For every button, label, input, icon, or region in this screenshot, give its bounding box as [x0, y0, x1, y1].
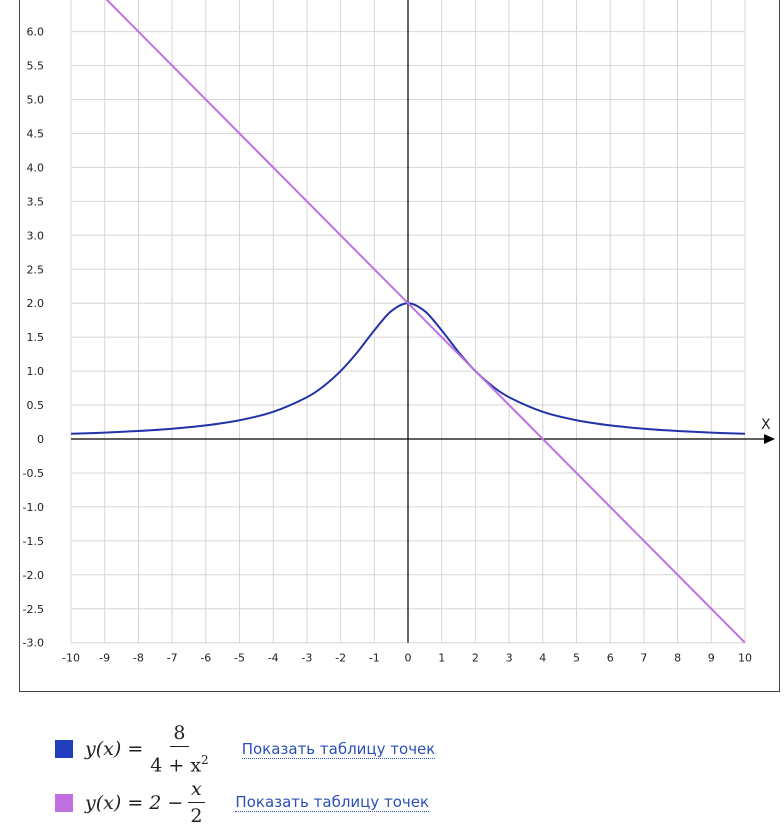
y-tick-label: -2.5 — [23, 603, 44, 616]
formula-2: y(x) = 2 − x 2 — [85, 778, 209, 827]
formula-1-numerator: 8 — [170, 722, 189, 747]
formula-1-lhs: y(x) = — [85, 738, 144, 761]
x-tick-label: -9 — [99, 652, 110, 665]
x-tick-label: -7 — [167, 652, 178, 665]
x-tick-label: 6 — [607, 652, 614, 665]
x-tick-label: 7 — [640, 652, 647, 665]
y-tick-label: 4.5 — [27, 127, 45, 140]
x-axis-label: X — [761, 417, 771, 433]
y-tick-label: -0.5 — [23, 467, 44, 480]
y-tick-label: 2.0 — [27, 297, 45, 310]
y-tick-label: -1.5 — [23, 535, 44, 548]
y-tick-label: 3.5 — [27, 195, 45, 208]
x-tick-label: 8 — [674, 652, 681, 665]
x-tick-label: 5 — [573, 652, 580, 665]
y-tick-label: 1.0 — [27, 365, 45, 378]
y-tick-label: 0.5 — [27, 399, 45, 412]
x-tick-label: -6 — [200, 652, 211, 665]
formula-1-fraction: 8 4 + x2 — [147, 722, 211, 776]
y-tick-label: -3.0 — [23, 637, 44, 650]
formula-1-denominator: 4 + x2 — [147, 747, 211, 776]
chart: -10 -9 -8 -7 -6 -5 -4 -3 -2 -1 0 1 2 3 4 5 6 7 8 9 106.05.55… — [23, 0, 775, 665]
series-2-line — [105, 0, 745, 643]
x-tick-label: -3 — [301, 652, 312, 665]
show-table-link-1[interactable]: Показать таблицу точек — [241, 739, 436, 759]
y-tick-label: 2.5 — [27, 263, 45, 276]
formula-2-lhs: y(x) = 2 − — [85, 791, 184, 814]
formula-1-denominator-base: 4 + x — [150, 754, 202, 777]
y-tick-label: 3.0 — [27, 229, 45, 242]
plot-frame: -10 -9 -8 -7 -6 -5 -4 -3 -2 -1 0 1 2 3 4 5 6 7 8 9 10 6.0 5.5 5… — [19, 0, 780, 692]
y-tick-label: 4.0 — [27, 161, 45, 174]
x-tick-label: -2 — [335, 652, 346, 665]
x-tick-label: 0 — [405, 652, 412, 665]
x-tick-label: 1 — [438, 652, 445, 665]
y-tick-label: -1.0 — [23, 501, 44, 514]
y-tick-label: 6.0 — [27, 26, 45, 39]
y-tick-label: 0 — [37, 433, 44, 446]
x-tick-label: -8 — [133, 652, 144, 665]
x-tick-label: -1 — [369, 652, 380, 665]
x-tick-label: -5 — [234, 652, 245, 665]
show-table-link-2[interactable]: Показать таблицу точек — [235, 793, 430, 812]
formula-2-fraction: x 2 — [187, 778, 205, 827]
legend-swatch-1 — [55, 740, 73, 759]
x-tick-label: 4 — [539, 652, 546, 665]
y-tick-label: 5.5 — [27, 60, 45, 73]
legend-item-1: y(x) = 8 4 + x2 Показать таблицу точек — [55, 722, 436, 776]
x-tick-label: 10 — [738, 652, 752, 665]
x-tick-label: 3 — [506, 652, 513, 665]
legend-item-2: y(x) = 2 − x 2 Показать таблицу точек — [55, 778, 430, 827]
legend-swatch-2 — [55, 793, 73, 812]
x-tick-label: 2 — [472, 652, 479, 665]
x-tick-label: 9 — [708, 652, 715, 665]
formula-1-exponent: 2 — [201, 753, 209, 767]
y-tick-label: -2.0 — [23, 569, 44, 582]
x-tick-label: -4 — [268, 652, 279, 665]
x-axis-arrow — [764, 434, 775, 444]
formula-2-denominator: 2 — [190, 805, 203, 827]
y-tick-label: 1.5 — [27, 331, 45, 344]
formula-2-numerator: x — [188, 778, 205, 803]
y-tick-label: 5.0 — [27, 94, 45, 107]
formula-1: y(x) = 8 4 + x2 — [85, 722, 216, 776]
x-tick-label: -10 — [62, 652, 80, 665]
